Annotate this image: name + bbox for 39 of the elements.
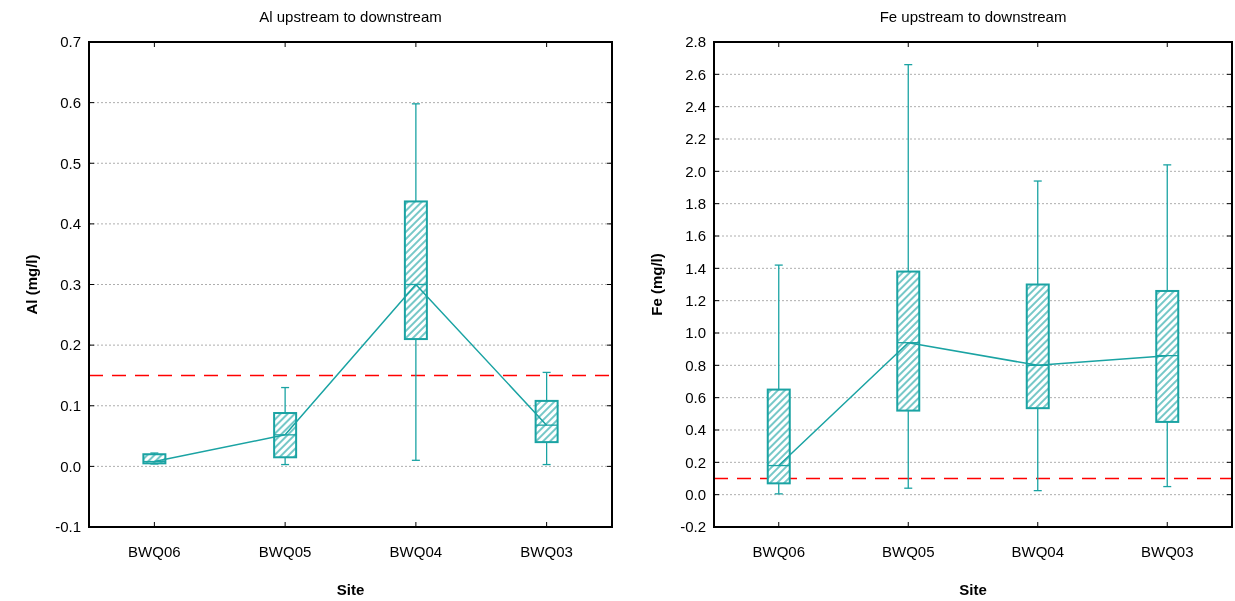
y-axis-title: Al (mg/l) [23, 254, 40, 315]
y-tick-label: 1.6 [685, 227, 706, 245]
x-axis-title: Site [959, 581, 987, 598]
x-tick-label: BWQ06 [128, 543, 181, 560]
y-tick-label: 0.2 [60, 336, 81, 354]
y-tick-label: 1.4 [685, 259, 706, 277]
y-tick-label: -0.2 [680, 518, 706, 536]
y-tick-label: 0.5 [60, 154, 81, 172]
y-tick-label: 0.7 [60, 33, 81, 51]
chart-title: Al upstream to downstream [259, 8, 442, 25]
y-tick-label: 1.8 [685, 194, 706, 212]
y-tick-label: 0.4 [685, 421, 706, 439]
y-tick-label: 2.0 [685, 162, 706, 180]
y-axis-title: Fe (mg/l) [648, 253, 665, 316]
chart-title: Fe upstream to downstream [879, 8, 1067, 25]
y-tick-label: 0.3 [60, 275, 81, 293]
y-tick-label: 0.8 [685, 356, 706, 374]
y-tick-label: 0.0 [60, 457, 81, 475]
x-tick-label: BWQ04 [389, 543, 443, 560]
x-tick-label: BWQ06 [752, 543, 806, 560]
x-tick-label: BWQ03 [1140, 543, 1194, 560]
x-tick-label: BWQ05 [258, 543, 312, 560]
y-tick-label: 0.6 [60, 93, 81, 111]
x-tick-label: BWQ03 [520, 543, 573, 560]
x-tick-label: BWQ05 [881, 543, 935, 560]
y-tick-label: -0.1 [55, 518, 81, 536]
y-tick-label: 0.2 [685, 453, 706, 471]
y-tick-label: 2.2 [685, 130, 706, 148]
y-tick-label: 0.4 [60, 215, 81, 233]
y-tick-label: 2.6 [685, 65, 706, 83]
y-tick-label: 1.0 [685, 324, 706, 342]
y-tick-label: 0.0 [685, 485, 706, 503]
y-tick-label: 1.2 [685, 291, 706, 309]
y-tick-label: 2.8 [685, 33, 706, 51]
y-tick-label: 0.1 [60, 397, 81, 414]
y-tick-label: 2.4 [685, 97, 706, 115]
x-tick-label: BWQ04 [1011, 543, 1065, 560]
y-tick-label: 0.6 [685, 388, 706, 406]
x-axis-title: Site [336, 581, 365, 598]
